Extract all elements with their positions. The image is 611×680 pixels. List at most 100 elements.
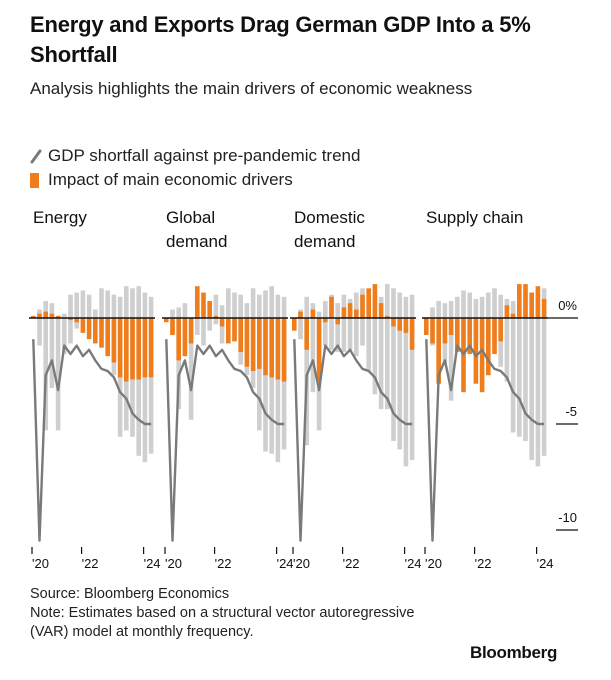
legend-bar-label: Impact of main economic drivers bbox=[48, 170, 293, 189]
driver-bar-global-demand-16 bbox=[263, 318, 268, 376]
driver-bar-energy-0 bbox=[31, 315, 36, 318]
driver-bar-global-demand-11 bbox=[232, 318, 237, 342]
gdp-line-domestic-demand bbox=[293, 339, 413, 542]
other-bar-domestic-demand-1 bbox=[298, 309, 303, 340]
driver-bar-global-demand-5 bbox=[195, 286, 200, 318]
driver-bar-supply-chain-1 bbox=[430, 318, 435, 344]
x-tick-label-domestic-demand-0: '20 bbox=[293, 556, 310, 571]
other-bar-energy-12 bbox=[105, 290, 110, 335]
driver-bar-domestic-demand-5 bbox=[323, 318, 328, 323]
driver-bar-energy-9 bbox=[86, 318, 92, 340]
x-tick-label-energy-0: '20 bbox=[32, 556, 49, 571]
driver-bar-supply-chain-10 bbox=[486, 318, 491, 376]
other-bar-domestic-demand-6 bbox=[329, 294, 334, 350]
other-bar-energy-4 bbox=[55, 315, 61, 431]
other-bar-global-demand-10 bbox=[226, 288, 231, 329]
other-bar-domestic-demand-19 bbox=[409, 294, 415, 461]
bar-legend-icon bbox=[30, 172, 39, 188]
other-bar-supply-chain-14 bbox=[510, 301, 516, 433]
other-bar-domestic-demand-18 bbox=[403, 296, 409, 467]
driver-bar-energy-7 bbox=[74, 318, 79, 323]
methodology-note: Note: Estimates based on a structural ve… bbox=[30, 605, 415, 640]
y-tick-label-1: -5 bbox=[565, 404, 577, 419]
chart-title: Energy and Exports Drag German GDP Into … bbox=[30, 12, 531, 67]
other-bar-energy-1 bbox=[37, 309, 42, 346]
driver-bar-supply-chain-0 bbox=[424, 318, 429, 335]
x-tick-label-supply-chain-2: '24 bbox=[537, 556, 554, 571]
driver-bar-domestic-demand-3 bbox=[310, 309, 316, 318]
driver-bar-energy-18 bbox=[142, 318, 148, 378]
driver-bar-supply-chain-13 bbox=[504, 305, 510, 318]
driver-bar-energy-8 bbox=[80, 318, 86, 333]
driver-bar-supply-chain-15 bbox=[517, 284, 522, 318]
driver-bar-energy-19 bbox=[148, 318, 154, 378]
line-legend-icon bbox=[30, 149, 42, 164]
other-bar-energy-2 bbox=[43, 301, 48, 431]
driver-bar-domestic-demand-11 bbox=[360, 294, 365, 318]
other-bar-energy-10 bbox=[93, 309, 98, 321]
other-bar-domestic-demand-10 bbox=[354, 292, 359, 357]
driver-bar-domestic-demand-17 bbox=[397, 318, 402, 331]
driver-bar-global-demand-10 bbox=[226, 318, 231, 344]
other-bar-domestic-demand-9 bbox=[347, 298, 353, 350]
driver-bar-global-demand-6 bbox=[201, 292, 206, 318]
driver-bar-global-demand-3 bbox=[182, 318, 188, 357]
legend-item-driver-bars: Impact of main economic drivers bbox=[30, 169, 293, 191]
other-bar-supply-chain-4 bbox=[448, 301, 454, 401]
legend-item-gdp-line: GDP shortfall against pre-pandemic trend bbox=[30, 145, 360, 167]
driver-bar-domestic-demand-13 bbox=[372, 284, 378, 318]
driver-bar-supply-chain-14 bbox=[510, 313, 516, 318]
y-tick-label-0: 0% bbox=[558, 298, 577, 313]
other-bar-supply-chain-16 bbox=[523, 290, 528, 441]
other-bar-domestic-demand-3 bbox=[310, 303, 316, 393]
other-bar-global-demand-6 bbox=[201, 305, 206, 346]
driver-bar-supply-chain-5 bbox=[455, 318, 460, 352]
driver-bar-energy-1 bbox=[37, 313, 42, 318]
driver-bar-global-demand-1 bbox=[170, 318, 175, 335]
driver-bar-domestic-demand-8 bbox=[341, 307, 347, 318]
other-bar-domestic-demand-15 bbox=[385, 284, 390, 410]
panel-title-global-demand: Global demand bbox=[166, 208, 227, 251]
driver-bar-supply-chain-16 bbox=[523, 284, 528, 318]
panel-title-energy: Energy bbox=[33, 208, 87, 227]
driver-bar-energy-16 bbox=[130, 318, 135, 380]
driver-bar-domestic-demand-18 bbox=[403, 318, 409, 333]
driver-bar-global-demand-8 bbox=[213, 315, 219, 318]
x-tick-label-domestic-demand-1: '22 bbox=[343, 556, 360, 571]
driver-bar-supply-chain-8 bbox=[473, 318, 479, 384]
driver-bar-energy-11 bbox=[99, 318, 104, 348]
driver-bar-global-demand-19 bbox=[281, 318, 287, 382]
other-bar-supply-chain-13 bbox=[504, 298, 510, 382]
driver-bar-global-demand-0 bbox=[164, 318, 169, 323]
driver-bar-domestic-demand-1 bbox=[298, 311, 303, 318]
x-tick-label-domestic-demand-2: '24 bbox=[405, 556, 422, 571]
driver-bar-energy-6 bbox=[68, 318, 73, 321]
other-bar-supply-chain-19 bbox=[541, 288, 547, 456]
other-bar-energy-7 bbox=[74, 292, 79, 329]
other-bar-domestic-demand-8 bbox=[341, 294, 347, 352]
driver-bar-domestic-demand-15 bbox=[385, 315, 390, 318]
driver-bar-global-demand-12 bbox=[238, 318, 243, 352]
driver-bar-energy-4 bbox=[55, 315, 61, 318]
driver-bar-global-demand-9 bbox=[219, 318, 225, 327]
driver-bar-global-demand-18 bbox=[275, 318, 281, 380]
driver-bar-domestic-demand-12 bbox=[366, 288, 371, 318]
other-bar-supply-chain-18 bbox=[535, 294, 541, 467]
other-bar-domestic-demand-13 bbox=[372, 294, 378, 395]
driver-bar-supply-chain-12 bbox=[498, 318, 503, 342]
driver-bar-domestic-demand-2 bbox=[304, 318, 309, 350]
driver-bar-domestic-demand-16 bbox=[391, 318, 396, 327]
other-bar-domestic-demand-5 bbox=[323, 301, 328, 346]
driver-bar-supply-chain-19 bbox=[541, 298, 547, 318]
other-bar-domestic-demand-12 bbox=[366, 290, 371, 371]
driver-bar-energy-2 bbox=[43, 311, 48, 318]
gdp-line-global-demand bbox=[165, 339, 285, 542]
other-bar-supply-chain-17 bbox=[529, 294, 534, 461]
gdp-line-energy bbox=[32, 339, 152, 542]
driver-bar-domestic-demand-0 bbox=[292, 318, 297, 331]
driver-bar-energy-17 bbox=[136, 318, 141, 380]
driver-bar-global-demand-2 bbox=[176, 318, 181, 361]
driver-bar-energy-12 bbox=[105, 318, 110, 357]
chart-subtitle: Analysis highlights the main drivers of … bbox=[30, 79, 473, 98]
driver-bar-global-demand-17 bbox=[269, 318, 274, 378]
